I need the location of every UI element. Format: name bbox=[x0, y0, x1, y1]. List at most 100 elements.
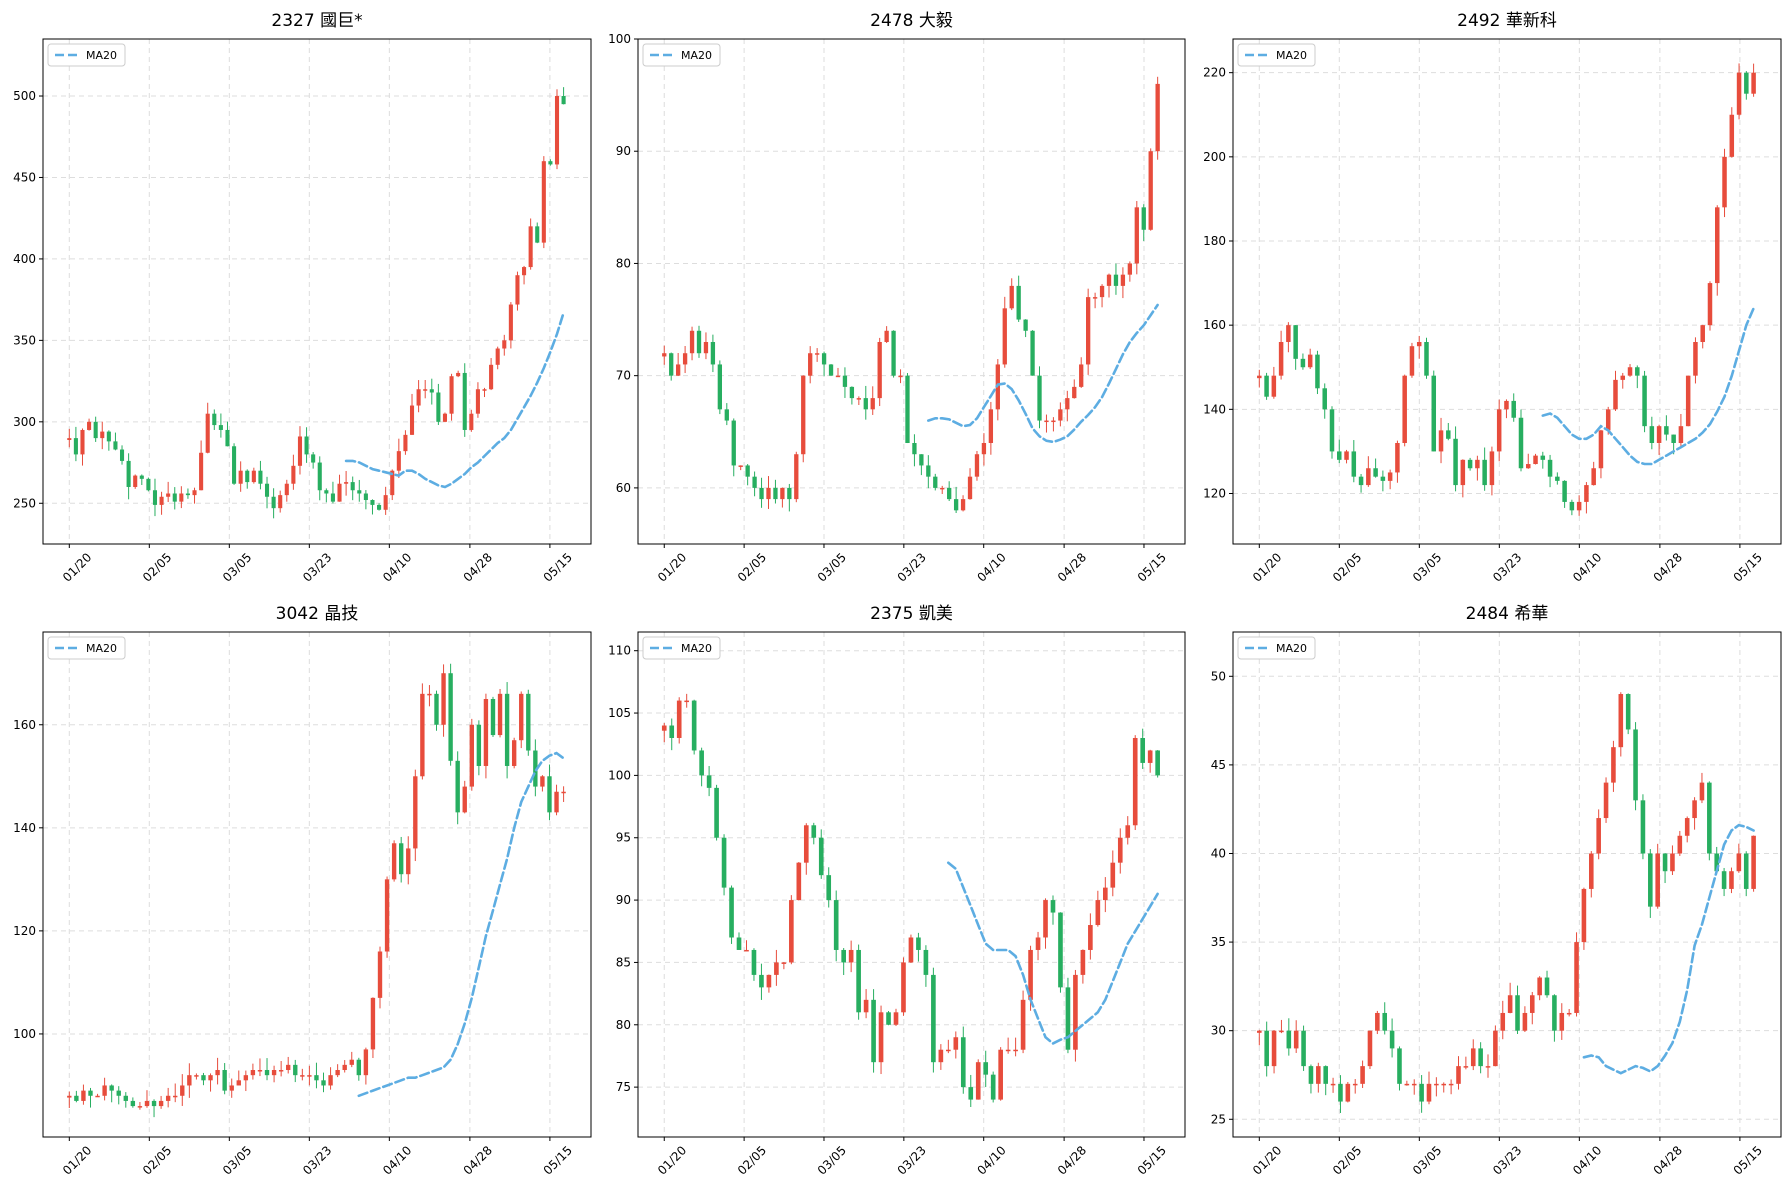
candle bbox=[766, 476, 771, 509]
candle bbox=[1576, 495, 1582, 516]
candle bbox=[1511, 393, 1516, 422]
candle bbox=[469, 409, 474, 432]
candle bbox=[1016, 275, 1021, 322]
candle bbox=[429, 378, 434, 405]
candle bbox=[1598, 429, 1604, 479]
candle bbox=[1337, 439, 1342, 464]
x-tick-label: 05/15 bbox=[1731, 1143, 1765, 1177]
y-tick-label: 450 bbox=[13, 170, 36, 184]
candle bbox=[194, 1073, 199, 1080]
candle bbox=[803, 823, 809, 875]
candle bbox=[1640, 794, 1646, 860]
x-tick-label: 04/10 bbox=[380, 550, 414, 584]
candle bbox=[856, 396, 861, 406]
candle bbox=[286, 1056, 291, 1074]
candle bbox=[81, 1084, 86, 1105]
candle bbox=[773, 479, 778, 504]
candle bbox=[490, 696, 496, 737]
candle bbox=[284, 479, 289, 502]
candle bbox=[912, 434, 917, 467]
candle bbox=[821, 351, 827, 377]
x-tick-label: 04/28 bbox=[461, 550, 495, 584]
candle bbox=[1397, 1046, 1402, 1091]
x-tick-label: 04/10 bbox=[974, 1143, 1008, 1177]
candle bbox=[923, 945, 929, 987]
candle bbox=[172, 487, 177, 510]
candle bbox=[1504, 399, 1509, 419]
x-tick-label: 03/23 bbox=[895, 1143, 929, 1177]
x-tick-label: 04/28 bbox=[1055, 1143, 1089, 1177]
candle bbox=[1329, 406, 1335, 459]
candle bbox=[1065, 390, 1070, 422]
candle bbox=[384, 876, 390, 958]
candle bbox=[311, 452, 316, 469]
candle bbox=[1562, 480, 1567, 508]
x-tick-label: 03/05 bbox=[220, 1143, 254, 1177]
y-tick-label: 30 bbox=[1211, 1024, 1226, 1038]
candle bbox=[998, 1047, 1003, 1101]
y-tick-label: 85 bbox=[616, 955, 631, 969]
candle bbox=[1117, 828, 1123, 874]
candle bbox=[808, 346, 813, 384]
candle bbox=[841, 948, 846, 976]
candle bbox=[1485, 1054, 1491, 1078]
candle bbox=[342, 1060, 347, 1073]
candle bbox=[370, 499, 375, 515]
candle bbox=[1352, 1079, 1358, 1094]
candle bbox=[738, 465, 743, 471]
x-tick-label: 05/15 bbox=[541, 1143, 575, 1177]
candle bbox=[1515, 985, 1520, 1035]
candle bbox=[1110, 850, 1116, 897]
chart-title: 2327 國巨* bbox=[271, 11, 362, 31]
candle bbox=[1649, 416, 1655, 450]
y-tick-label: 200 bbox=[1203, 150, 1226, 164]
candle bbox=[898, 369, 903, 384]
y-tick-label: 90 bbox=[616, 893, 631, 907]
candle bbox=[87, 418, 92, 431]
candle bbox=[1419, 1075, 1424, 1113]
candle bbox=[152, 478, 158, 517]
chart-panel-3: 120 140 160 180 200 220 01/20 02/05 03/05 03/23 04… bbox=[1203, 11, 1782, 585]
candle bbox=[1642, 370, 1647, 433]
x-tick-label: 04/10 bbox=[380, 1143, 414, 1177]
candle bbox=[508, 302, 513, 349]
candle bbox=[871, 989, 876, 1073]
candle bbox=[222, 1063, 227, 1095]
candle bbox=[884, 326, 889, 344]
candle bbox=[893, 1008, 899, 1027]
x-tick-label: 01/20 bbox=[655, 550, 689, 584]
candle bbox=[462, 363, 467, 437]
chart-title: 2484 希華 bbox=[1466, 604, 1549, 624]
candle bbox=[137, 1101, 143, 1110]
candle bbox=[1323, 1065, 1328, 1096]
y-tick-label: 25 bbox=[1211, 1112, 1226, 1126]
candle bbox=[689, 326, 695, 361]
candle bbox=[1257, 1029, 1262, 1046]
candle bbox=[1389, 1018, 1395, 1058]
candle bbox=[441, 664, 446, 737]
x-tick-label: 04/10 bbox=[1570, 1143, 1604, 1177]
candle bbox=[356, 1057, 362, 1081]
candle bbox=[1627, 364, 1633, 377]
chart-panel-2: 60 70 80 90 100 01/20 02/05 03/05 03/23 04/10 04/2… bbox=[608, 11, 1186, 585]
candle bbox=[278, 490, 283, 513]
candle bbox=[1566, 1009, 1572, 1017]
candle bbox=[1596, 809, 1601, 860]
candle bbox=[1482, 447, 1487, 491]
candle bbox=[314, 1062, 319, 1089]
candle bbox=[1589, 851, 1594, 898]
candle bbox=[751, 948, 757, 981]
candle bbox=[391, 840, 397, 882]
candle bbox=[1700, 324, 1705, 349]
candle bbox=[258, 460, 263, 490]
candle bbox=[173, 1083, 178, 1103]
candle bbox=[1113, 263, 1119, 295]
y-tick-label: 50 bbox=[1211, 669, 1226, 683]
candle bbox=[926, 455, 931, 489]
candle bbox=[1020, 990, 1026, 1054]
candle bbox=[349, 1051, 354, 1068]
candle bbox=[1013, 1037, 1018, 1057]
candle bbox=[1656, 424, 1662, 455]
candle bbox=[1678, 413, 1684, 448]
